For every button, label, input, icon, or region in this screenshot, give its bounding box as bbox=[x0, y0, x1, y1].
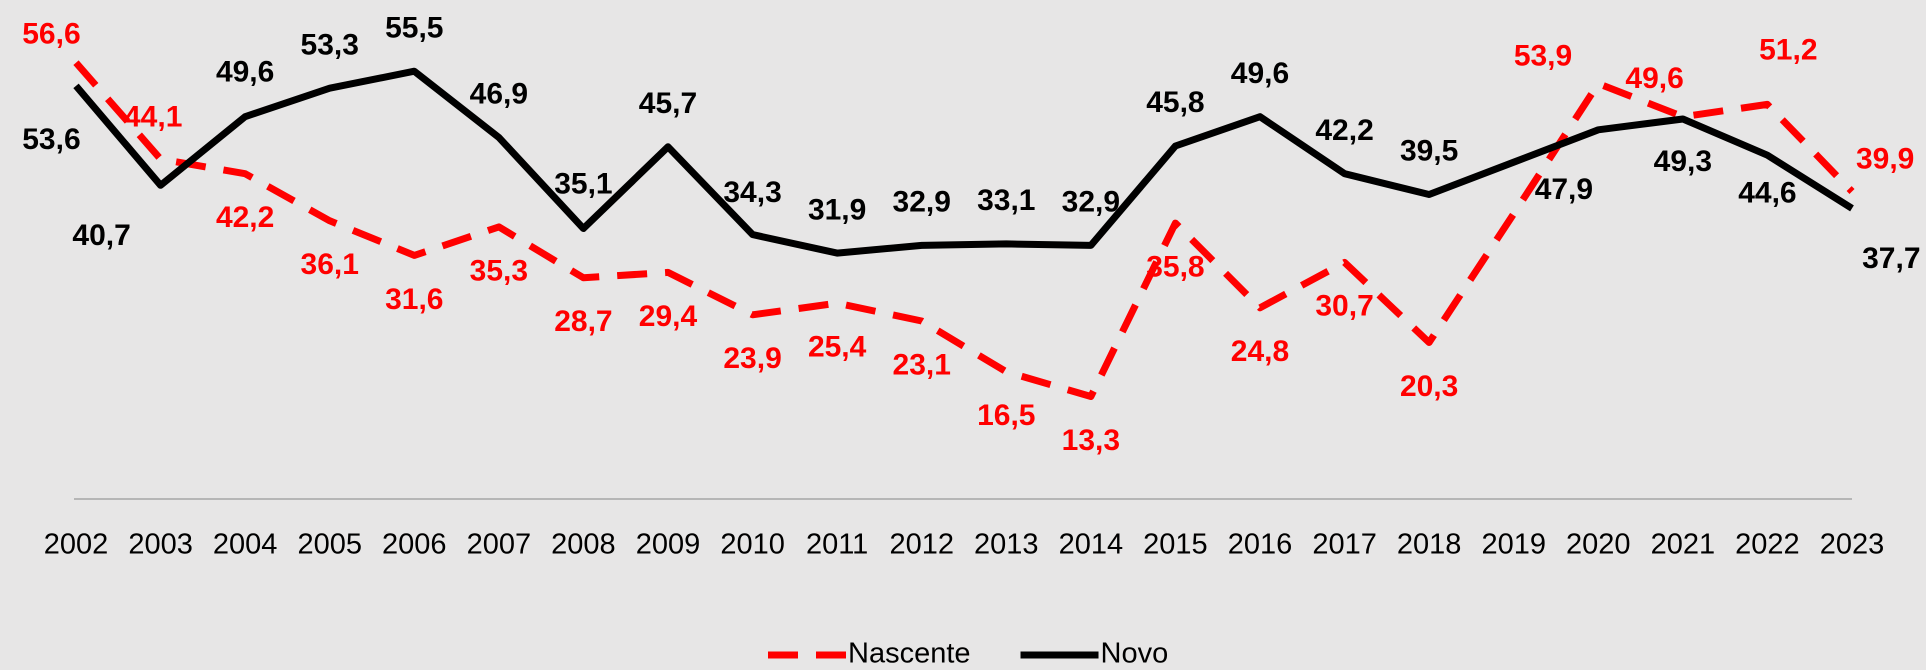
data-label: 25,4 bbox=[808, 331, 867, 364]
data-label: 53,3 bbox=[301, 28, 359, 61]
data-label: 53,6 bbox=[22, 123, 80, 156]
data-label: 53,9 bbox=[1514, 40, 1572, 73]
data-label: 31,6 bbox=[385, 283, 443, 316]
x-tick-label: 2014 bbox=[1059, 529, 1124, 561]
legend-label: Nascente bbox=[848, 638, 971, 670]
data-label: 56,6 bbox=[22, 18, 80, 51]
data-label: 45,8 bbox=[1146, 86, 1204, 119]
x-tick-label: 2004 bbox=[213, 529, 278, 561]
data-label: 51,2 bbox=[1759, 33, 1817, 66]
data-label: 49,6 bbox=[1625, 62, 1683, 95]
x-tick-label: 2018 bbox=[1397, 529, 1462, 561]
data-label: 13,3 bbox=[1062, 424, 1120, 457]
x-tick-label: 2022 bbox=[1735, 529, 1800, 561]
data-label: 28,7 bbox=[554, 305, 612, 338]
data-label: 34,3 bbox=[723, 176, 781, 209]
data-label: 39,5 bbox=[1400, 135, 1458, 168]
data-label: 20,3 bbox=[1400, 370, 1458, 403]
data-label: 16,5 bbox=[977, 399, 1035, 432]
x-tick-label: 2012 bbox=[889, 529, 954, 561]
data-label: 42,2 bbox=[216, 201, 274, 234]
x-tick-label: 2006 bbox=[382, 529, 447, 561]
x-tick-label: 2017 bbox=[1312, 529, 1377, 561]
data-label: 47,9 bbox=[1535, 173, 1593, 206]
data-label: 49,3 bbox=[1654, 145, 1712, 178]
x-tick-label: 2016 bbox=[1228, 529, 1293, 561]
data-label: 32,9 bbox=[893, 186, 951, 219]
data-label: 23,9 bbox=[723, 342, 781, 375]
x-tick-label: 2005 bbox=[297, 529, 362, 561]
data-label: 35,1 bbox=[554, 167, 612, 200]
data-label: 44,6 bbox=[1738, 176, 1796, 209]
data-label: 45,7 bbox=[639, 87, 697, 120]
series-line bbox=[73, 67, 1854, 257]
data-label: 44,1 bbox=[124, 100, 182, 133]
x-tick-label: 2002 bbox=[44, 529, 109, 561]
x-tick-label: 2009 bbox=[636, 529, 701, 561]
data-label: 23,1 bbox=[893, 348, 951, 381]
legend-label: Novo bbox=[1101, 638, 1169, 670]
data-label: 32,9 bbox=[1062, 186, 1120, 219]
data-label: 37,7 bbox=[1862, 242, 1920, 275]
data-label: 49,6 bbox=[1231, 57, 1289, 90]
x-tick-label: 2013 bbox=[974, 529, 1039, 561]
data-label: 31,9 bbox=[808, 193, 866, 226]
data-label: 30,7 bbox=[1315, 290, 1373, 323]
x-tick-label: 2011 bbox=[806, 529, 868, 561]
data-label: 29,4 bbox=[639, 300, 698, 333]
data-label: 35,8 bbox=[1146, 250, 1204, 283]
x-tick-label: 2021 bbox=[1651, 529, 1716, 561]
x-tick-label: 2007 bbox=[467, 529, 532, 561]
data-label: 35,3 bbox=[470, 254, 528, 287]
data-label: 40,7 bbox=[72, 219, 130, 252]
x-tick-label: 2015 bbox=[1143, 529, 1208, 561]
data-label: 24,8 bbox=[1231, 335, 1289, 368]
x-tick-label: 2010 bbox=[720, 529, 785, 561]
x-tick-label: 2023 bbox=[1820, 529, 1885, 561]
data-label: 42,2 bbox=[1315, 114, 1373, 147]
data-label: 55,5 bbox=[385, 11, 443, 44]
x-tick-label: 2019 bbox=[1481, 529, 1546, 561]
data-label: 39,9 bbox=[1856, 143, 1914, 176]
x-tick-label: 2008 bbox=[551, 529, 616, 561]
data-label: 33,1 bbox=[977, 184, 1035, 217]
x-tick-label: 2020 bbox=[1566, 529, 1631, 561]
x-tick-label: 2003 bbox=[128, 529, 193, 561]
data-label: 49,6 bbox=[216, 56, 274, 89]
data-label: 46,9 bbox=[470, 78, 528, 111]
data-label: 36,1 bbox=[301, 248, 359, 281]
